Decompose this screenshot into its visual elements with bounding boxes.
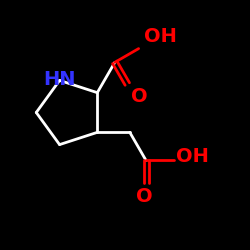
Text: HN: HN <box>43 70 76 89</box>
Text: OH: OH <box>144 27 176 46</box>
Text: O: O <box>131 86 148 106</box>
Text: O: O <box>136 187 153 206</box>
Text: OH: OH <box>176 147 209 166</box>
